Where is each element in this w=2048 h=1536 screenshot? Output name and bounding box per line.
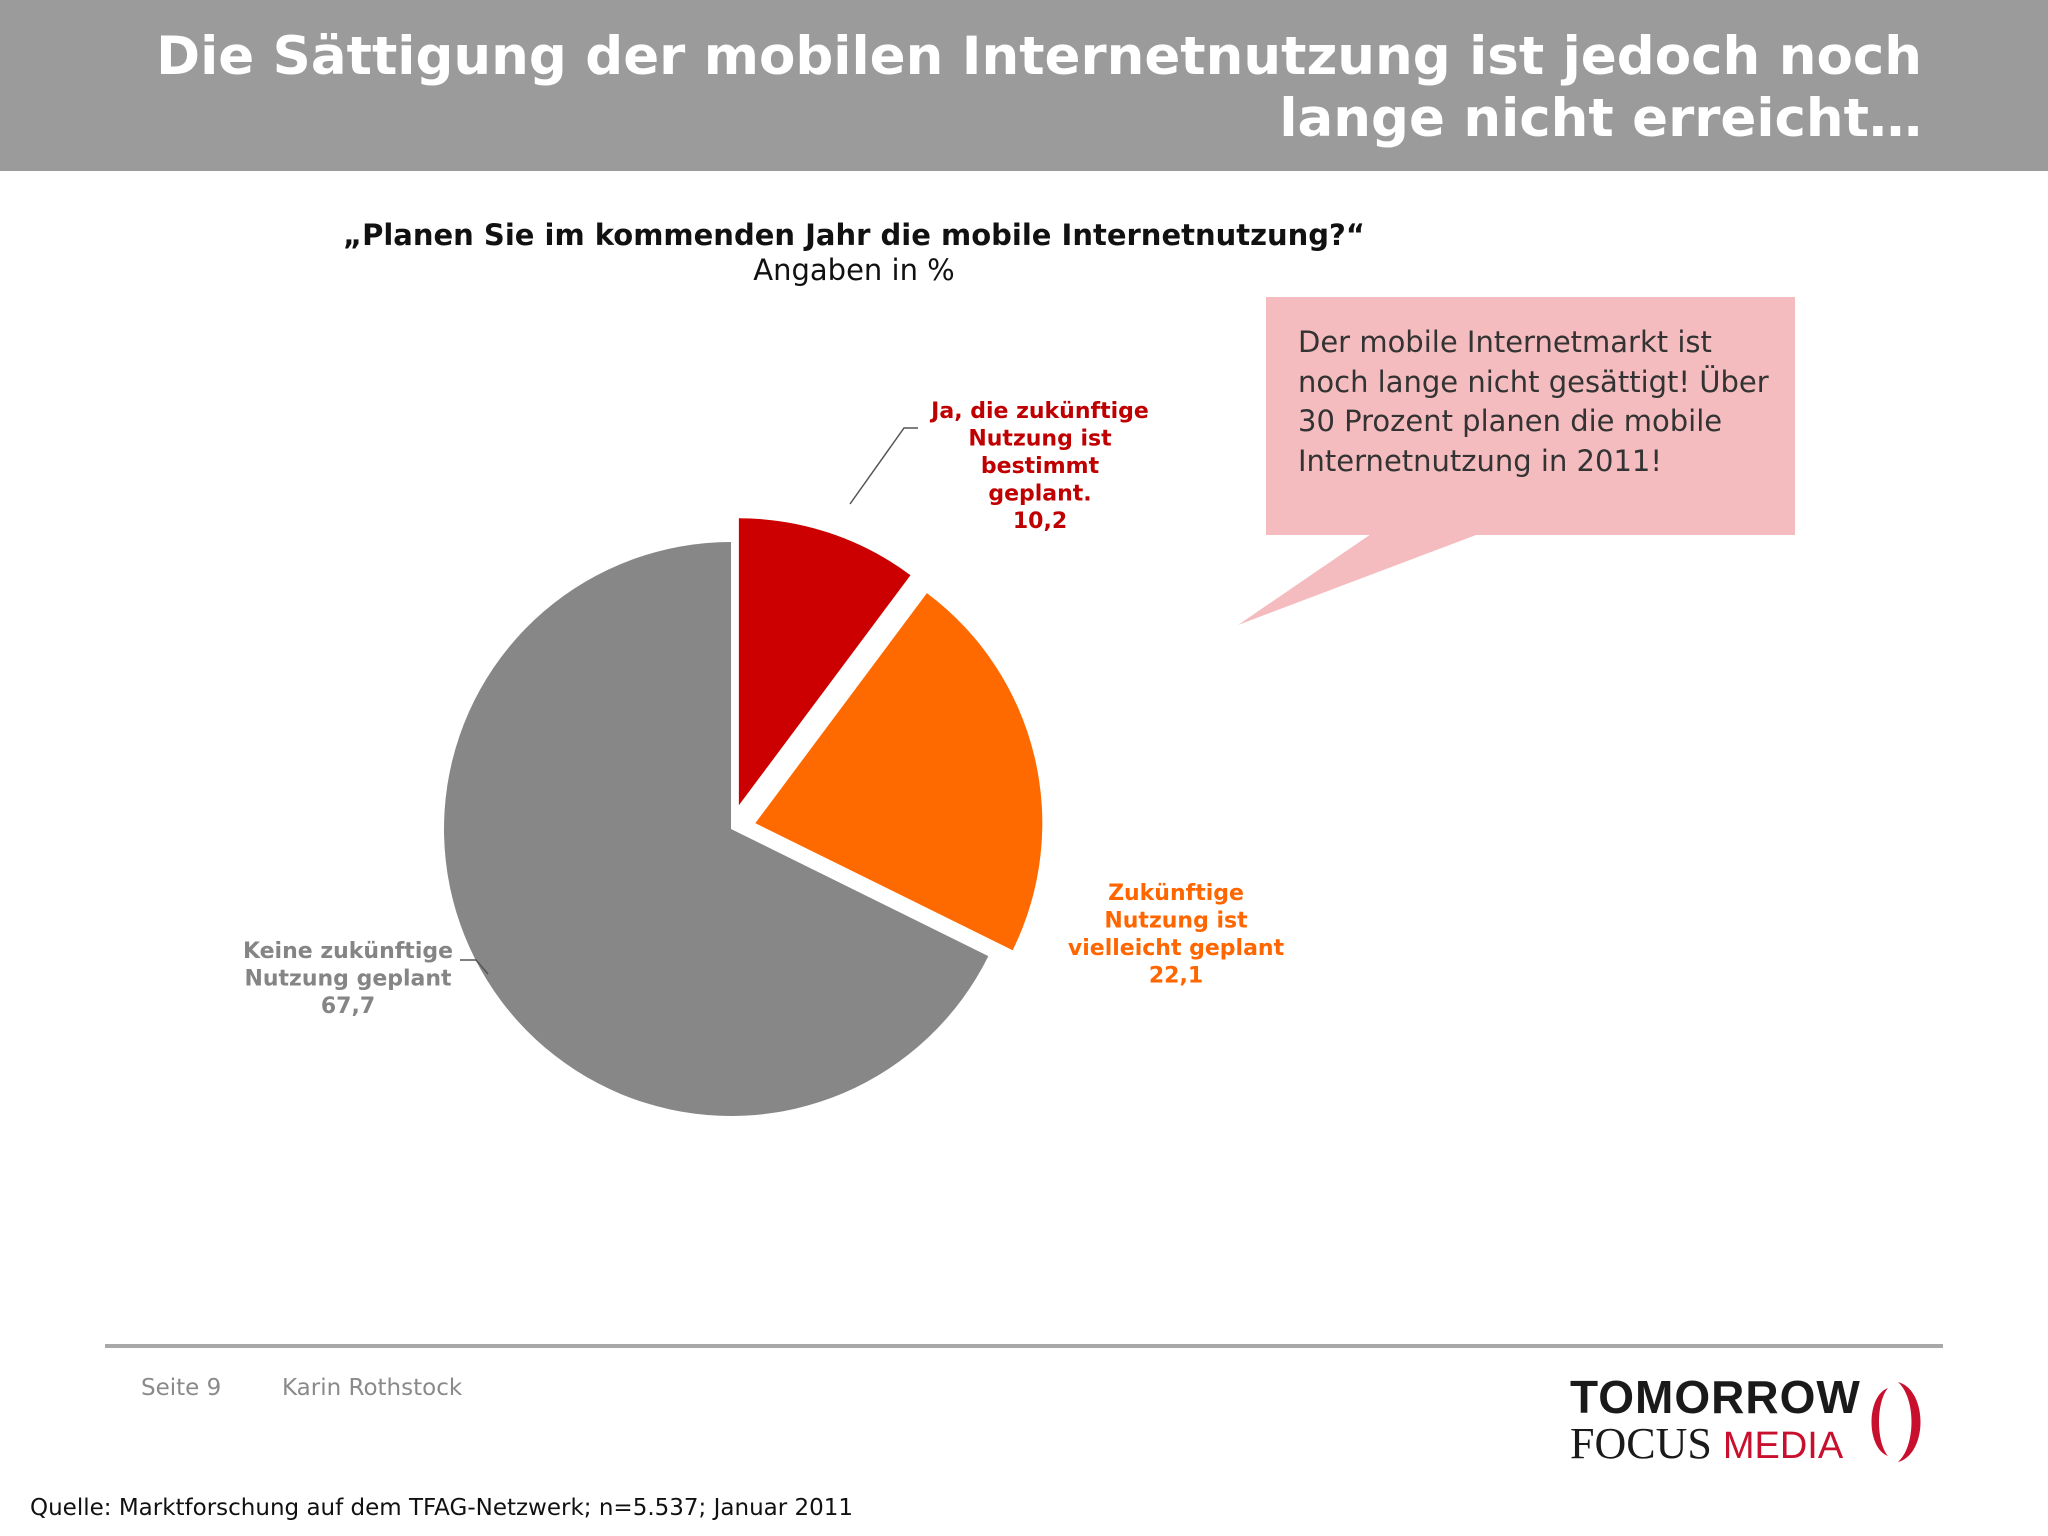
logo-line-focus: FOCUS MEDIA — [1570, 1418, 1843, 1469]
slice-value-label-2: 67,7 — [321, 994, 375, 1019]
slice-label-0-line-0: Ja, die zukünftige — [929, 399, 1149, 424]
footer-divider — [105, 1344, 1943, 1348]
slice-label-1-line-2: vielleicht geplant — [1068, 936, 1285, 961]
pie-slice-1 — [755, 593, 1043, 951]
slice-label-2-line-0: Keine zukünftige — [243, 939, 453, 964]
page-title: Die Sättigung der mobilen Internetnutzun… — [122, 26, 1922, 150]
leader-line-2 — [460, 959, 489, 975]
author-name: Karin Rothstock — [282, 1375, 463, 1401]
slice-label-2-line-1: Nutzung geplant — [244, 967, 452, 992]
logo-line-tomorrow: TOMORROW — [1570, 1371, 1861, 1423]
title-line-1: Die Sättigung der mobilen Internetnutzun… — [156, 26, 1922, 87]
slice-label-0-line-1: Nutzung ist — [968, 427, 1112, 452]
pie-slices — [444, 518, 1043, 1117]
slice-label-1-line-1: Nutzung ist — [1104, 909, 1248, 934]
callout-box: Der mobile Internetmarkt ist noch lange … — [1266, 297, 1795, 535]
callout-line-4: Internetnutzung in 2011! — [1298, 443, 1662, 478]
source-note: Quelle: Marktforschung auf dem TFAG-Netz… — [30, 1495, 854, 1521]
callout-line-1: Der mobile Internetmarkt ist — [1298, 325, 1712, 359]
title-line-2: lange nicht erreicht… — [1279, 88, 1922, 149]
callout-line-3: 30 Prozent planen die mobile — [1298, 404, 1723, 438]
chart-subtitle: Angaben in % — [753, 253, 955, 287]
leader-line-0 — [849, 427, 918, 505]
slice-label-1-line-0: Zukünftige — [1108, 881, 1244, 906]
page-number: Seite 9 — [141, 1375, 222, 1401]
slice-label-0-line-2: bestimmt — [981, 454, 1100, 479]
pie-slice-0 — [738, 518, 911, 806]
callout-pointer — [1238, 532, 1484, 625]
logo-focus: FOCUS — [1570, 1419, 1712, 1468]
company-logo: TOMORROW FOCUS MEDIA — [1566, 1370, 1946, 1470]
slice-value-label-0: 10,2 — [1013, 509, 1067, 534]
pie-slice-2 — [444, 542, 989, 1117]
slice-value-label-1: 22,1 — [1149, 964, 1203, 989]
logo-brackets-icon — [1871, 1382, 1921, 1462]
chart-title: „Planen Sie im kommenden Jahr die mobile… — [343, 218, 1365, 252]
slice-label-0-line-3: geplant. — [988, 482, 1091, 507]
logo-media: MEDIA — [1722, 1425, 1844, 1467]
header-bar: Die Sättigung der mobilen Internetnutzun… — [0, 0, 2048, 171]
callout-line-2: noch lange nicht gesättigt! Über — [1298, 364, 1769, 399]
